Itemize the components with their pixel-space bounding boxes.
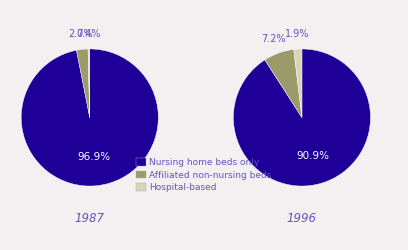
Text: 1987: 1987 (75, 212, 105, 226)
Wedge shape (233, 49, 370, 186)
Text: 90.9%: 90.9% (297, 151, 330, 161)
Text: 0.4%: 0.4% (77, 29, 101, 39)
Wedge shape (294, 49, 302, 117)
Text: 1.9%: 1.9% (285, 29, 309, 39)
Text: 7.2%: 7.2% (261, 34, 286, 44)
Wedge shape (76, 49, 90, 117)
Text: 1996: 1996 (287, 212, 317, 226)
Wedge shape (88, 49, 90, 117)
Text: 96.9%: 96.9% (77, 152, 110, 162)
Legend: Nursing home beds only, Affiliated non-nursing beds, Hospital-based: Nursing home beds only, Affiliated non-n… (134, 155, 274, 195)
Wedge shape (21, 49, 158, 186)
Text: 2.7%: 2.7% (68, 30, 93, 40)
Wedge shape (265, 50, 302, 117)
